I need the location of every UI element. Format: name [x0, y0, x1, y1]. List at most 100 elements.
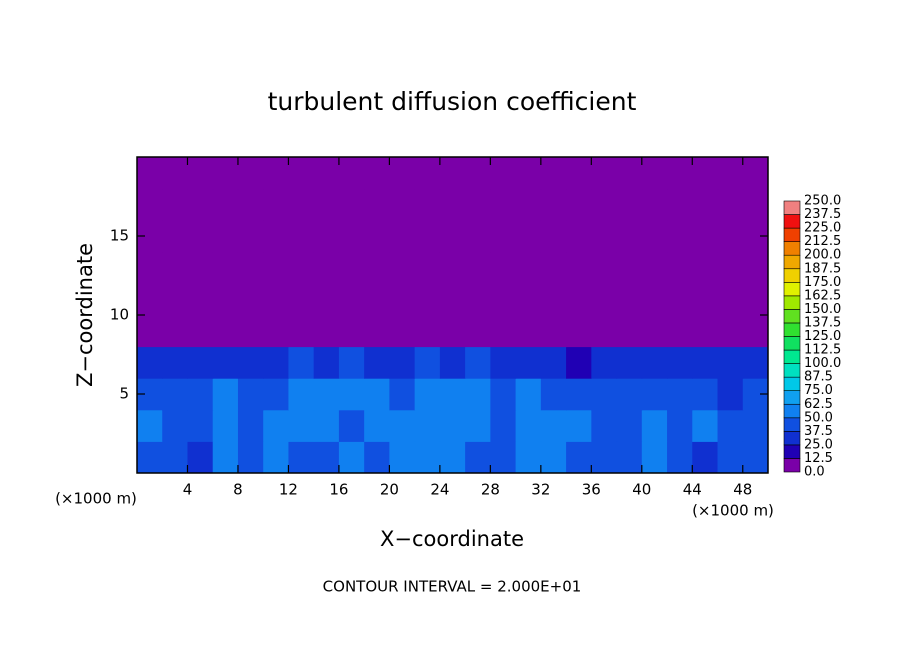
field-cell	[364, 315, 390, 348]
colorbar-label: 250.0	[804, 194, 841, 209]
x-tick-label: 36	[582, 481, 601, 499]
field-cell	[389, 346, 416, 379]
field-cell	[162, 220, 188, 253]
field-cell	[187, 441, 214, 474]
field-cell	[667, 251, 693, 284]
colorbar-label: 62.5	[804, 397, 833, 412]
field-cell	[212, 378, 239, 411]
field-cell	[717, 409, 744, 442]
field-cell	[692, 220, 719, 253]
field-cell	[288, 441, 315, 474]
field-cell	[414, 220, 441, 253]
field-cell	[515, 409, 542, 442]
field-cell	[237, 283, 264, 316]
field-cell	[566, 346, 592, 379]
field-cell	[692, 346, 719, 379]
field-cell	[414, 283, 441, 316]
y-tick-label: 15	[110, 227, 129, 245]
x-unit-label: (×1000 m)	[692, 502, 774, 520]
field-cell	[212, 346, 239, 379]
field-cell	[742, 283, 769, 316]
field-cell	[540, 409, 567, 442]
colorbar-label: 87.5	[804, 370, 833, 385]
field-cell	[263, 251, 289, 284]
field-cell	[566, 315, 592, 348]
field-cell	[137, 188, 163, 221]
field-cell	[692, 157, 719, 190]
field-cell	[187, 251, 214, 284]
field-cell	[717, 188, 744, 221]
field	[137, 157, 769, 474]
colorbar-label: 125.0	[804, 329, 841, 344]
field-cell	[338, 283, 365, 316]
field-cell	[591, 188, 618, 221]
field-cell	[490, 315, 517, 348]
field-cell	[137, 283, 163, 316]
colorbar-swatch	[783, 363, 801, 378]
x-tick-label: 16	[329, 481, 348, 499]
field-cell	[591, 283, 618, 316]
colorbar-label: 25.0	[804, 437, 833, 452]
x-tick-label: 24	[430, 481, 449, 499]
field-cell	[490, 346, 517, 379]
field-cell	[389, 315, 416, 348]
x-tick-label: 12	[279, 481, 298, 499]
field-cell	[591, 315, 618, 348]
field-cell	[288, 409, 315, 442]
field-cell	[414, 157, 441, 190]
field-cell	[237, 220, 264, 253]
field-cell	[237, 315, 264, 348]
field-cell	[364, 346, 390, 379]
field-cell	[490, 251, 517, 284]
colorbar-swatch	[783, 309, 801, 324]
field-cell	[162, 283, 188, 316]
field-cell	[591, 220, 618, 253]
field-cell	[641, 409, 668, 442]
field-cell	[465, 378, 491, 411]
field-cell	[187, 188, 214, 221]
field-cell	[313, 220, 340, 253]
field-cell	[515, 315, 542, 348]
field-cell	[288, 251, 315, 284]
colorbar-swatch	[783, 417, 801, 432]
field-cell	[490, 378, 517, 411]
field-cell	[389, 251, 416, 284]
field-cell	[137, 409, 163, 442]
field-cell	[742, 346, 769, 379]
field-cell	[414, 409, 441, 442]
x-tick-label: 32	[531, 481, 550, 499]
field-cell	[515, 441, 542, 474]
x-tick-label: 20	[380, 481, 399, 499]
colorbar-label: 237.5	[804, 207, 841, 222]
field-cell	[338, 220, 365, 253]
field-cell	[616, 409, 643, 442]
field-cell	[338, 251, 365, 284]
y-axis-label: Z−coordinate	[73, 243, 97, 387]
field-cell	[742, 251, 769, 284]
field-cell	[263, 346, 289, 379]
field-cell	[162, 346, 188, 379]
field-cell	[263, 157, 289, 190]
field-cell	[465, 409, 491, 442]
field-cell	[338, 378, 365, 411]
field-cell	[263, 283, 289, 316]
field-cell	[616, 220, 643, 253]
field-cell	[313, 188, 340, 221]
field-cell	[414, 441, 441, 474]
field-cell	[465, 441, 491, 474]
field-cell	[591, 251, 618, 284]
colorbar-swatch	[783, 254, 801, 270]
y-tick-label: 10	[110, 306, 129, 324]
field-cell	[389, 188, 416, 221]
field-cell	[540, 188, 567, 221]
field-cell	[515, 188, 542, 221]
field-cell	[641, 378, 668, 411]
field-cell	[237, 188, 264, 221]
colorbar-swatch	[783, 458, 801, 473]
colorbar-swatch	[783, 336, 801, 351]
colorbar-label: 50.0	[804, 410, 833, 425]
colorbar-label: 112.5	[804, 343, 841, 358]
x-tick-label: 40	[632, 481, 651, 499]
field-cell	[338, 157, 365, 190]
field-cell	[389, 220, 416, 253]
